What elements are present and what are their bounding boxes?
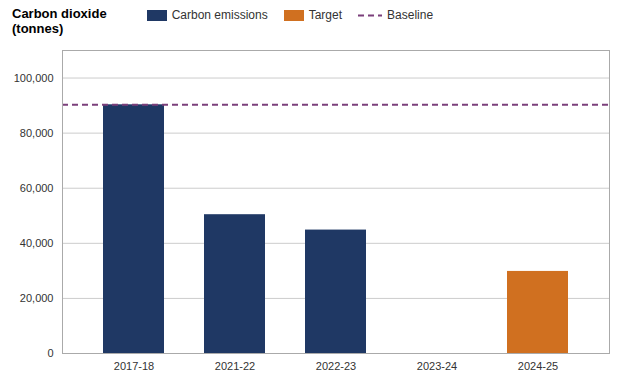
svg-text:40,000: 40,000 xyxy=(20,237,54,249)
html-text:Target: Target xyxy=(308,8,342,22)
svg-text:0: 0 xyxy=(47,347,53,359)
svg-text:2017-18: 2017-18 xyxy=(114,360,154,372)
html-text:Carbon emissions: Carbon emissions xyxy=(171,8,268,22)
svg-text:20,000: 20,000 xyxy=(20,292,54,304)
svg-text:100,000: 100,000 xyxy=(14,72,54,84)
svg-text:2022-23: 2022-23 xyxy=(316,360,356,372)
html-text:Baseline: Baseline xyxy=(387,8,434,22)
svg-text:80,000: 80,000 xyxy=(20,127,54,139)
svg-text:60,000: 60,000 xyxy=(20,182,54,194)
svg-text:2021-22: 2021-22 xyxy=(215,360,255,372)
html-text:Carbon dioxide (tonnes): Carbon dioxide (tonnes) xyxy=(12,6,107,36)
svg-text:2024-25: 2024-25 xyxy=(518,360,558,372)
svg-text:2023-24: 2023-24 xyxy=(417,360,457,372)
